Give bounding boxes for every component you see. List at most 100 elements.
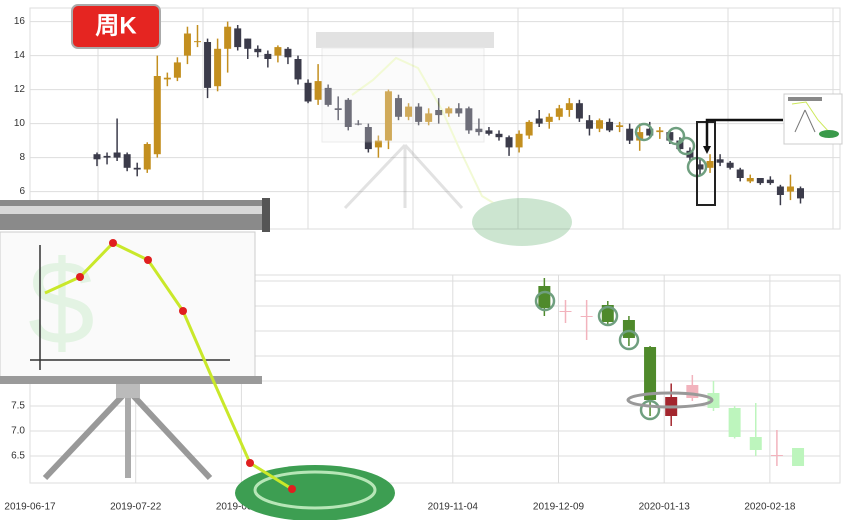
candle-body — [565, 103, 573, 110]
candle-body — [264, 53, 272, 59]
y-tick-label: 10 — [14, 118, 26, 129]
candle-body — [601, 305, 614, 322]
candle-body — [646, 128, 654, 136]
candle-body — [596, 120, 603, 129]
candle-body — [505, 137, 513, 148]
candle-body — [495, 133, 503, 138]
candle-body — [415, 106, 423, 122]
candle-body — [234, 28, 242, 48]
candle-body — [515, 133, 523, 148]
y-tick-label: 8 — [19, 152, 25, 163]
badge-box — [71, 4, 161, 49]
candle-body — [274, 47, 282, 56]
candle-body — [559, 311, 572, 312]
big-easel: $ — [0, 198, 395, 521]
candle-body — [575, 103, 583, 119]
dollar-sign: $ — [28, 236, 95, 370]
faded-easel — [316, 32, 572, 246]
y-tick-label: 14 — [14, 50, 26, 61]
candle-body — [538, 286, 551, 308]
candle-body — [204, 42, 212, 88]
candle-body — [555, 108, 563, 117]
candle-body — [485, 130, 493, 134]
candle-body — [786, 186, 794, 192]
candle-body — [585, 120, 593, 129]
candle-body — [183, 33, 191, 56]
candle-body — [384, 91, 392, 141]
candle-body — [153, 76, 161, 155]
overlays: 周K — [0, 4, 843, 521]
candle-body — [405, 106, 413, 117]
pointer — [705, 118, 783, 150]
x-tick-label: 2019-08-26 — [216, 502, 268, 513]
candle-body — [465, 108, 473, 131]
charts: 68101214166.57.07.58.08.59.09.510.02019-… — [4, 7, 841, 513]
candle-body — [435, 110, 443, 116]
badge-text: 周K — [95, 12, 137, 39]
candle-body — [304, 82, 312, 102]
candle-body — [455, 108, 463, 114]
ring — [626, 391, 714, 409]
candle-body — [224, 26, 232, 49]
candle-body — [770, 455, 783, 456]
pointer-head — [703, 146, 711, 154]
candle-body — [395, 98, 402, 117]
candle-body — [676, 140, 684, 150]
x-tick-label: 2020-02-18 — [744, 502, 796, 513]
candle-body — [314, 81, 322, 100]
x-tick-label: 2019-12-09 — [533, 502, 585, 513]
x-tick-label: 2019-07-22 — [110, 502, 162, 513]
candle-body — [113, 152, 121, 158]
candle-body — [254, 48, 262, 53]
candle-body — [606, 121, 614, 131]
candle-body — [616, 125, 624, 127]
x-tick-label: 2020-01-13 — [639, 502, 691, 513]
candle-body — [766, 179, 774, 184]
candle-body — [475, 128, 483, 133]
candle-body — [133, 167, 141, 170]
candle-body — [143, 144, 151, 170]
candle-body — [696, 164, 704, 170]
candle-body — [726, 162, 734, 168]
candle-body — [525, 121, 533, 136]
candle-body — [354, 123, 362, 125]
candle-body — [666, 132, 674, 141]
y-tick-label: 7.0 — [11, 426, 25, 437]
y-tick-label: 6.5 — [11, 451, 25, 462]
candle-body — [445, 108, 453, 114]
candle-body — [294, 59, 302, 80]
candle-body — [545, 116, 553, 122]
y-tick-label: 12 — [14, 84, 26, 95]
candle-body — [746, 178, 754, 182]
candle-body — [194, 41, 201, 43]
y-tick-label: 16 — [14, 16, 26, 27]
candle-body — [580, 316, 593, 317]
candle-body — [707, 393, 720, 408]
candle-body — [214, 48, 222, 87]
markers — [534, 122, 708, 421]
candle-body — [173, 62, 181, 78]
candle-body — [622, 320, 635, 338]
candle-body — [728, 408, 741, 437]
candle-body — [535, 118, 543, 124]
x-tick-label: 2019-11-04 — [428, 502, 479, 513]
candle-body — [344, 99, 352, 127]
candle-body — [756, 178, 764, 184]
candle-body — [626, 128, 634, 141]
y-tick-label: 7.5 — [11, 401, 25, 412]
candle-body — [364, 127, 372, 150]
candle-body — [334, 108, 342, 110]
candle-body — [284, 48, 292, 58]
candle-body — [374, 140, 382, 148]
candle-body — [93, 154, 101, 160]
candle-body — [636, 132, 644, 141]
candle-body — [244, 38, 252, 49]
candle-body — [792, 448, 805, 466]
candle-body — [656, 130, 664, 133]
candle-body — [706, 161, 714, 168]
candle-body — [797, 188, 804, 199]
x-tick-label: 2019-06-17 — [4, 502, 56, 513]
candle-body — [749, 437, 762, 450]
candle-body — [163, 77, 171, 80]
